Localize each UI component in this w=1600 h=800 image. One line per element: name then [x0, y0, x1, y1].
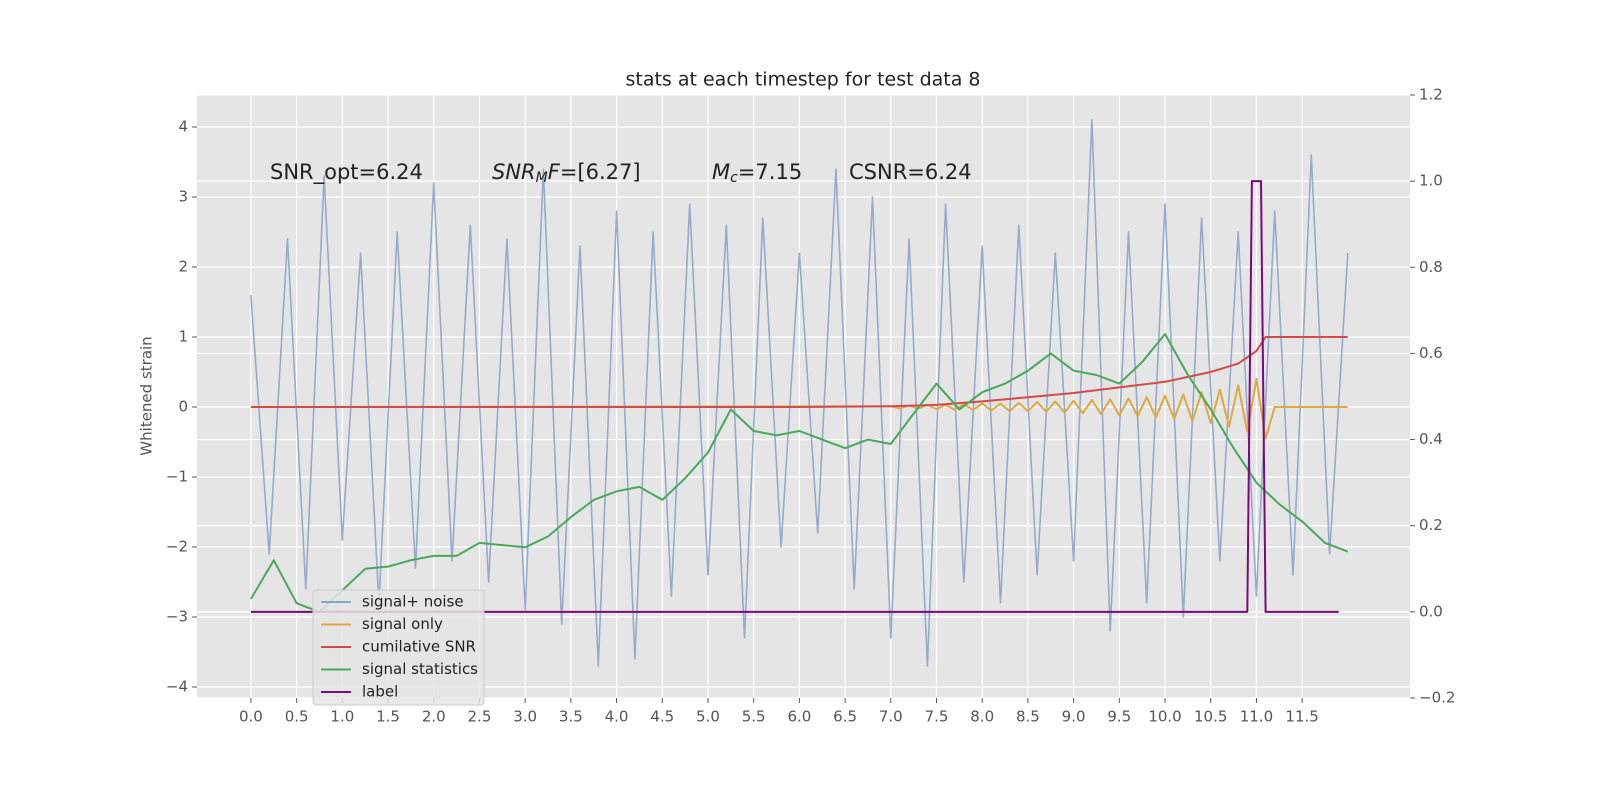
- x-tick-label: 9.0: [1062, 708, 1086, 726]
- x-tick-label: 1.5: [376, 708, 400, 726]
- y-axis-label: Whitened strain: [138, 336, 156, 455]
- x-tick-label: 8.0: [970, 708, 994, 726]
- ticks: 0.0 0.5 1.0 1.5 2.0 2.5 3.0 3.5 4.0 4.5 5.0 5.5 6.0 6…: [166, 86, 1456, 726]
- series-group: [250, 119, 1349, 667]
- legend-label: signal+ noise: [362, 593, 464, 611]
- x-tick-label: 2.5: [468, 708, 492, 726]
- y2-tick-label: 0.2: [1419, 516, 1443, 534]
- x-tick-label: 10.5: [1194, 708, 1227, 726]
- annotation-part: M: [712, 160, 730, 184]
- y-tick-label: 4: [178, 117, 188, 135]
- chart-title: stats at each timestep for test data 8: [625, 69, 980, 91]
- legend-label: cumilative SNR: [362, 638, 476, 656]
- x-tick-label: 3.5: [559, 708, 583, 726]
- y-tick-label: −1: [166, 468, 188, 486]
- x-tick-label: 3.0: [513, 708, 537, 726]
- x-tick-label: 2.0: [422, 708, 446, 726]
- x-tick-label: 5.0: [696, 708, 720, 726]
- series-line: [250, 333, 1349, 613]
- annotation-part: F: [548, 160, 561, 184]
- y2-tick-label: 0.6: [1419, 344, 1443, 362]
- annotation-part: CSNR=6.24: [849, 160, 972, 184]
- annotation-part: SNR: [492, 160, 536, 184]
- annotations: SNR_opt=6.24 SNRMF=[6.27] Mc=7.15 CSNR=6.24: [270, 160, 972, 186]
- x-tick-label: 1.0: [330, 708, 354, 726]
- x-tick-label: 0.0: [239, 708, 263, 726]
- annotation: Mc=7.15: [712, 160, 802, 186]
- x-tick-label: 4.5: [650, 708, 674, 726]
- annotation-part: c: [730, 170, 738, 186]
- x-tick-label: 9.5: [1107, 708, 1131, 726]
- x-tick-label: 11.0: [1240, 708, 1273, 726]
- legend-label: signal statistics: [362, 660, 478, 678]
- series-line: [250, 180, 1339, 613]
- x-tick-label: 7.5: [925, 708, 949, 726]
- x-tick-label: 11.5: [1285, 708, 1318, 726]
- y-tick-label: −2: [166, 538, 188, 556]
- y2-tick-label: 0.0: [1419, 602, 1443, 620]
- annotation-part: =[6.27]: [560, 160, 641, 184]
- series-line: [250, 119, 1349, 667]
- y2-tick-label: 0.4: [1419, 430, 1443, 448]
- x-tick-label: 6.0: [787, 708, 811, 726]
- y2-tick-label: 1.0: [1419, 172, 1443, 190]
- y-tick-label: 0: [178, 398, 188, 416]
- series-line: [250, 378, 1348, 440]
- annotation-part: M: [536, 170, 548, 186]
- y-tick-label: 2: [178, 257, 188, 275]
- series-line: [250, 336, 1348, 408]
- x-tick-label: 0.5: [285, 708, 309, 726]
- x-tick-label: 4.0: [605, 708, 629, 726]
- x-tick-label: 8.5: [1016, 708, 1040, 726]
- legend-box: [312, 589, 485, 706]
- annotation-part: =7.15: [738, 160, 802, 184]
- legend-label: label: [362, 683, 398, 701]
- annotation: SNRMF=[6.27]: [492, 160, 641, 186]
- x-tick-label: 5.5: [742, 708, 766, 726]
- y-tick-label: −3: [166, 608, 188, 626]
- legend-label: signal only: [362, 615, 443, 633]
- annotation-part: SNR_opt=6.24: [270, 160, 423, 185]
- x-tick-label: 6.5: [833, 708, 857, 726]
- annotation: CSNR=6.24: [849, 160, 972, 184]
- y-tick-label: 1: [178, 327, 188, 345]
- x-tick-label: 7.0: [879, 708, 903, 726]
- legend: signal+ noise signal only cumilative SNR si…: [312, 589, 485, 706]
- y-tick-label: −4: [166, 678, 188, 696]
- y2-tick-label: −0.2: [1419, 689, 1455, 707]
- y2-tick-label: 1.2: [1419, 86, 1443, 104]
- x-tick-label: 10.0: [1148, 708, 1181, 726]
- annotation: SNR_opt=6.24: [270, 160, 423, 185]
- y2-tick-label: 0.8: [1419, 258, 1443, 276]
- y-tick-label: 3: [178, 187, 188, 205]
